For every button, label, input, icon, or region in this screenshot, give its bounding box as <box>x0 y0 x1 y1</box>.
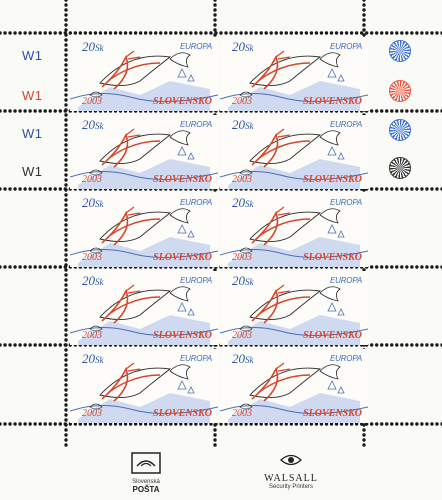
control-label-2: W1 <box>22 88 43 103</box>
stamp-series: EUROPA <box>180 198 212 207</box>
stamp-year: 2003 <box>232 330 252 341</box>
stamp-series: EUROPA <box>330 354 362 363</box>
stamp-year: 2003 <box>82 330 102 341</box>
stamp-artwork <box>70 349 218 423</box>
denomination-value: 20 <box>82 273 95 288</box>
colour-dot-4 <box>389 157 411 179</box>
stamp-artwork <box>220 37 368 111</box>
stamp-artwork <box>70 193 218 267</box>
walsall-subtitle: Security Printers <box>268 484 313 490</box>
stamp-series: EUROPA <box>180 276 212 285</box>
denomination-unit: Sk <box>245 355 254 365</box>
stamp-6: 20Sk EUROPA 2003 SLOVENSKO <box>220 193 368 267</box>
denomination-value: 20 <box>232 195 245 210</box>
stamp-1: 20Sk EUROPA 2003 SLOVENSKO <box>70 37 218 111</box>
stamp-2: 20Sk EUROPA 2003 SLOVENSKO <box>220 37 368 111</box>
stamp-country: SLOVENSKO <box>153 252 212 263</box>
stamp-denomination: 20Sk <box>232 117 254 133</box>
stamp-denomination: 20Sk <box>82 39 104 55</box>
stamp-year: 2003 <box>82 408 102 419</box>
stamp-artwork <box>220 349 368 423</box>
stamp-series: EUROPA <box>330 198 362 207</box>
stamp-artwork <box>70 115 218 189</box>
stamp-3: 20Sk EUROPA 2003 SLOVENSKO <box>70 115 218 189</box>
stamp-series: EUROPA <box>330 276 362 285</box>
denomination-value: 20 <box>82 39 95 54</box>
denomination-unit: Sk <box>245 199 254 209</box>
stamp-denomination: 20Sk <box>82 117 104 133</box>
colour-dot-1 <box>389 40 411 62</box>
walsall-name: WALSALL <box>264 473 318 484</box>
stamp-7: 20Sk EUROPA 2003 SLOVENSKO <box>70 271 218 345</box>
stamp-9: 20Sk EUROPA 2003 SLOVENSKO <box>70 349 218 423</box>
stamp-denomination: 20Sk <box>232 195 254 211</box>
stamp-country: SLOVENSKO <box>153 96 212 107</box>
stamp-artwork <box>220 193 368 267</box>
colour-dot-2 <box>389 80 411 102</box>
stamp-denomination: 20Sk <box>232 39 254 55</box>
stamp-artwork <box>220 115 368 189</box>
posta-top-line: Slovenská <box>132 479 160 485</box>
stamp-denomination: 20Sk <box>82 351 104 367</box>
denomination-unit: Sk <box>245 277 254 287</box>
denomination-value: 20 <box>82 195 95 210</box>
stamp-country: SLOVENSKO <box>303 174 362 185</box>
stamp-country: SLOVENSKO <box>303 408 362 419</box>
denomination-unit: Sk <box>245 121 254 131</box>
stamp-year: 2003 <box>232 96 252 107</box>
denomination-value: 20 <box>232 39 245 54</box>
denomination-value: 20 <box>232 273 245 288</box>
stamp-5: 20Sk EUROPA 2003 SLOVENSKO <box>70 193 218 267</box>
control-label-4: W1 <box>22 164 43 179</box>
denomination-value: 20 <box>82 351 95 366</box>
stamp-country: SLOVENSKO <box>153 408 212 419</box>
stamp-year: 2003 <box>82 174 102 185</box>
denomination-value: 20 <box>82 117 95 132</box>
stamp-series: EUROPA <box>180 354 212 363</box>
denomination-unit: Sk <box>95 199 104 209</box>
stamp-year: 2003 <box>82 96 102 107</box>
colour-dot-3 <box>389 119 411 141</box>
stamp-country: SLOVENSKO <box>153 330 212 341</box>
slovenska-posta-logo: Slovenská POŠTA <box>120 452 172 494</box>
stamp-year: 2003 <box>82 252 102 263</box>
stamp-artwork <box>70 271 218 345</box>
denomination-value: 20 <box>232 117 245 132</box>
stamp-denomination: 20Sk <box>82 195 104 211</box>
stamp-country: SLOVENSKO <box>303 252 362 263</box>
stamp-10: 20Sk EUROPA 2003 SLOVENSKO <box>220 349 368 423</box>
denomination-unit: Sk <box>95 43 104 53</box>
posta-name: POŠTA <box>132 485 160 494</box>
denomination-unit: Sk <box>95 355 104 365</box>
stamp-country: SLOVENSKO <box>303 330 362 341</box>
control-label-3: W1 <box>22 126 43 141</box>
stamp-country: SLOVENSKO <box>303 96 362 107</box>
stamp-series: EUROPA <box>330 120 362 129</box>
stamp-year: 2003 <box>232 408 252 419</box>
stamp-denomination: 20Sk <box>232 351 254 367</box>
stamp-denomination: 20Sk <box>232 273 254 289</box>
walsall-logo: WALSALL Security Printers <box>256 452 326 492</box>
stamp-artwork <box>70 37 218 111</box>
eye-icon <box>280 454 302 466</box>
stamp-year: 2003 <box>232 174 252 185</box>
denomination-unit: Sk <box>95 121 104 131</box>
stamp-4: 20Sk EUROPA 2003 SLOVENSKO <box>220 115 368 189</box>
stamp-year: 2003 <box>232 252 252 263</box>
stamp-series: EUROPA <box>180 120 212 129</box>
denomination-unit: Sk <box>95 277 104 287</box>
denomination-unit: Sk <box>245 43 254 53</box>
stamp-8: 20Sk EUROPA 2003 SLOVENSKO <box>220 271 368 345</box>
posthorn-icon <box>131 452 161 474</box>
stamp-artwork <box>220 271 368 345</box>
control-label-1: W1 <box>22 48 43 63</box>
denomination-value: 20 <box>232 351 245 366</box>
stamp-series: EUROPA <box>180 42 212 51</box>
stamp-country: SLOVENSKO <box>153 174 212 185</box>
stamp-denomination: 20Sk <box>82 273 104 289</box>
stamp-series: EUROPA <box>330 42 362 51</box>
